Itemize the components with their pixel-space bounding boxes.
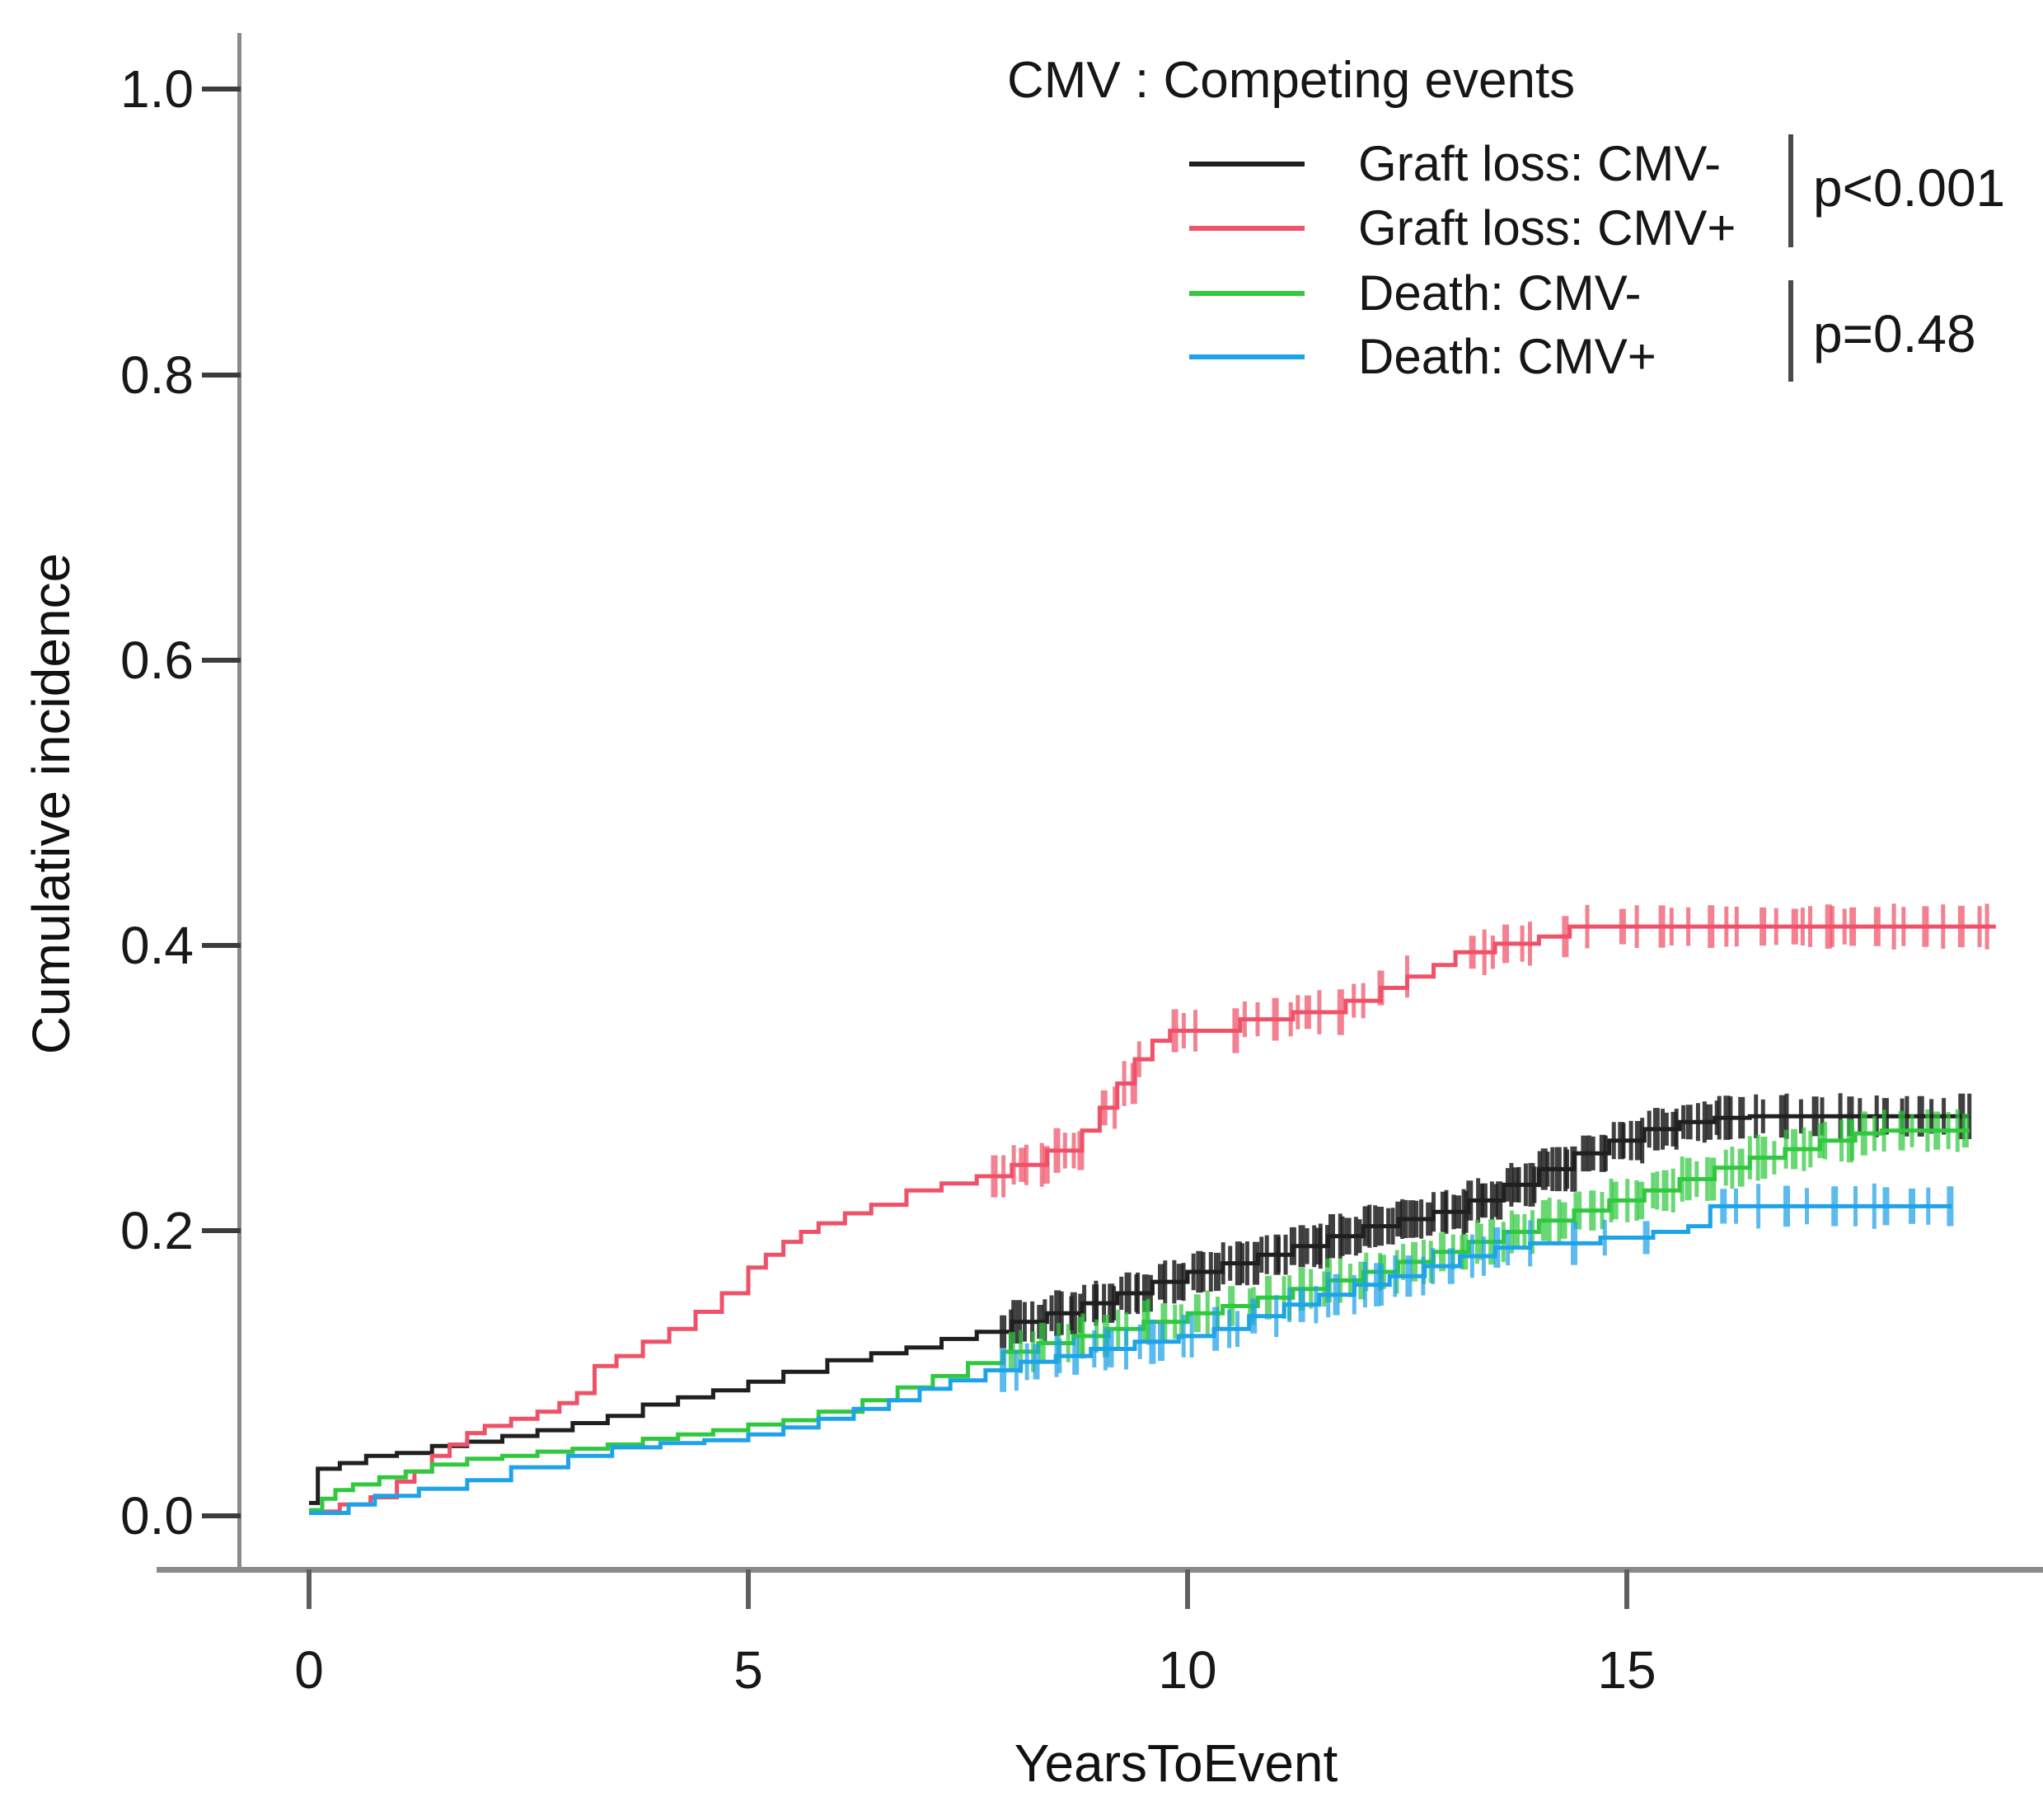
y-tick-0.4 xyxy=(202,943,241,948)
x-axis-title: YearsToEvent xyxy=(1014,1733,1338,1793)
y-tick-label: 0.8 xyxy=(120,345,194,405)
p-value-death: p=0.48 xyxy=(1813,304,1976,364)
x-tick-label: 15 xyxy=(1597,1640,1656,1700)
y-axis-title: Cumulative incidence xyxy=(21,552,81,1055)
x-tick-15 xyxy=(1624,1569,1629,1609)
censor-marks-death-cmv xyxy=(1000,1183,1954,1392)
y-tick-1.0 xyxy=(202,87,241,91)
series-line-death-cmv xyxy=(309,1203,1952,1515)
legend-swatch-death-cmv-minus xyxy=(1189,291,1305,296)
x-tick-label: 0 xyxy=(294,1640,324,1700)
x-tick-10 xyxy=(1185,1569,1190,1609)
legend-label-death-cmv-plus: Death: CMV+ xyxy=(1358,329,1656,384)
y-tick-0.8 xyxy=(202,373,241,378)
y-tick-label: 0.0 xyxy=(120,1486,194,1546)
y-tick-label: 1.0 xyxy=(120,59,194,119)
censor-marks-graft-loss-cmv xyxy=(991,903,1989,1198)
p-value-bracket-death xyxy=(1788,280,1793,382)
legend-label-death-cmv-minus: Death: CMV- xyxy=(1358,265,1642,321)
legend-swatch-graft-loss-cmv-plus xyxy=(1189,226,1305,231)
y-tick-0.2 xyxy=(202,1228,241,1233)
legend-label-graft-loss-cmv-plus: Graft loss: CMV+ xyxy=(1358,200,1736,256)
x-tick-label: 10 xyxy=(1158,1640,1217,1700)
series-line-death-cmv xyxy=(309,1128,1970,1513)
x-tick-5 xyxy=(746,1569,751,1609)
x-tick-0 xyxy=(307,1569,312,1609)
p-value-graft-loss: p<0.001 xyxy=(1813,158,2006,218)
legend-swatch-graft-loss-cmv-minus xyxy=(1189,162,1305,167)
y-tick-label: 0.6 xyxy=(120,631,194,690)
legend-swatch-death-cmv-plus xyxy=(1189,354,1305,359)
y-tick-0.6 xyxy=(202,658,241,663)
series-line-graft-loss-cmv xyxy=(309,924,1996,1514)
y-tick-label: 0.2 xyxy=(120,1201,194,1260)
y-tick-0.0 xyxy=(202,1513,241,1518)
censor-marks-death-cmv xyxy=(1008,1109,1969,1373)
x-tick-label: 5 xyxy=(733,1640,763,1700)
legend-label-graft-loss-cmv-minus: Graft loss: CMV- xyxy=(1358,136,1722,191)
censor-marks-graft-loss-cmv xyxy=(1000,1093,1972,1354)
legend-title: CMV : Competing events xyxy=(1007,52,1576,109)
y-tick-label: 0.4 xyxy=(120,916,194,975)
y-axis-line xyxy=(237,33,241,1572)
series-line-graft-loss-cmv xyxy=(309,1114,1970,1505)
x-axis-line xyxy=(157,1567,2043,1573)
p-value-bracket-graft-loss xyxy=(1788,134,1793,247)
